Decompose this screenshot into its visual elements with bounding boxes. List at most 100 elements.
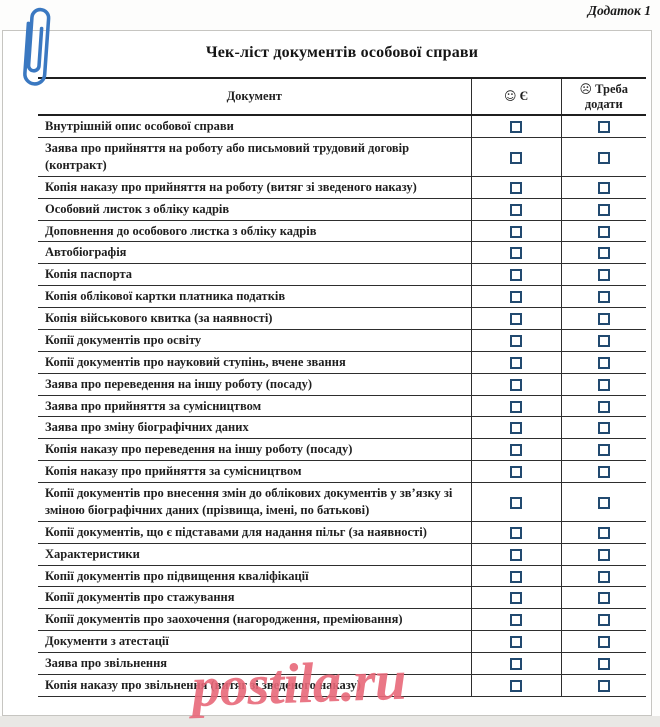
have-checkbox[interactable] bbox=[510, 422, 522, 435]
have-checkbox[interactable] bbox=[510, 548, 522, 561]
have-checkbox[interactable] bbox=[510, 444, 522, 457]
need-checkbox[interactable] bbox=[597, 269, 610, 282]
need-checkbox[interactable] bbox=[597, 422, 610, 435]
document-name: Копія паспорта bbox=[38, 263, 472, 287]
table-row: Заява про звільнення bbox=[38, 652, 646, 675]
have-checkbox[interactable] bbox=[510, 313, 522, 326]
table-row: Заява про зміну біографічних даних bbox=[38, 416, 646, 440]
need-checkbox[interactable] bbox=[597, 636, 610, 649]
need-checkbox[interactable] bbox=[597, 526, 610, 539]
have-checkbox[interactable] bbox=[510, 636, 522, 649]
document-name: Копії документів про стажування bbox=[38, 586, 472, 610]
column-header-need-label: Треба додати bbox=[584, 82, 628, 111]
document-name: Заява про звільнення bbox=[38, 652, 472, 675]
have-checkbox[interactable] bbox=[510, 151, 522, 164]
page-bottom-strip bbox=[0, 716, 660, 727]
need-checkbox[interactable] bbox=[597, 225, 610, 238]
document-name: Заява про прийняття на роботу або письмо… bbox=[38, 137, 472, 177]
have-checkbox[interactable] bbox=[510, 121, 522, 134]
column-header-need: ☹ Треба додати bbox=[561, 78, 646, 117]
table-row: Заява про прийняття на роботу або письмо… bbox=[38, 137, 646, 177]
document-name: Копії документів про освіту bbox=[38, 329, 472, 352]
need-checkbox[interactable] bbox=[597, 496, 610, 509]
need-checkbox[interactable] bbox=[597, 548, 610, 561]
need-checkbox[interactable] bbox=[597, 356, 610, 369]
have-checkbox[interactable] bbox=[510, 496, 522, 509]
have-checkbox[interactable] bbox=[510, 269, 522, 282]
checklist-table: Документ ☺ Є ☹ Треба додати Внутрішній о… bbox=[38, 77, 646, 697]
need-checkbox[interactable] bbox=[597, 592, 610, 605]
table-row: Документи з атестації bbox=[38, 630, 646, 654]
have-checkbox[interactable] bbox=[510, 679, 522, 692]
need-checkbox[interactable] bbox=[597, 679, 610, 692]
table-row: Копія наказу про прийняття на роботу (ви… bbox=[38, 176, 646, 199]
document-sheet: Чек-ліст документів особової справи Доку… bbox=[2, 30, 652, 716]
need-checkbox[interactable] bbox=[597, 151, 610, 164]
document-name: Копія облікової картки платника податків bbox=[38, 285, 472, 309]
have-checkbox[interactable] bbox=[510, 291, 522, 304]
table-row: Копія наказу про прийняття за сумісництв… bbox=[38, 460, 646, 484]
table-row: Характеристики bbox=[38, 543, 646, 566]
have-checkbox[interactable] bbox=[510, 592, 522, 605]
table-row: Копії документів про заохочення (нагород… bbox=[38, 608, 646, 632]
document-name: Копії документів про науковий ступінь, в… bbox=[38, 351, 472, 374]
need-checkbox[interactable] bbox=[597, 614, 610, 627]
smiley-face-icon: ☺ bbox=[503, 89, 517, 104]
need-checkbox[interactable] bbox=[597, 466, 610, 479]
column-header-document: Документ bbox=[38, 78, 472, 117]
table-row: Доповнення до особового листка з обліку … bbox=[38, 220, 646, 243]
table-row: Копії документів про науковий ступінь, в… bbox=[38, 351, 646, 374]
document-name: Доповнення до особового листка з обліку … bbox=[38, 220, 472, 243]
table-row: Копія військового квитка (за наявності) bbox=[38, 307, 646, 330]
document-name: Копія військового квитка (за наявності) bbox=[38, 307, 472, 330]
need-checkbox[interactable] bbox=[597, 378, 610, 391]
header-row: Документ ☺ Є ☹ Треба додати bbox=[38, 78, 646, 117]
have-checkbox[interactable] bbox=[510, 334, 522, 347]
need-checkbox[interactable] bbox=[597, 570, 610, 583]
document-name: Внутрішній опис особової справи bbox=[38, 115, 472, 139]
document-name: Заява про прийняття за сумісництвом bbox=[38, 395, 472, 418]
have-checkbox[interactable] bbox=[510, 614, 522, 627]
document-name: Копія наказу про переведення на іншу роб… bbox=[38, 438, 472, 462]
document-name: Копія наказу про прийняття на роботу (ви… bbox=[38, 176, 472, 199]
need-checkbox[interactable] bbox=[597, 247, 610, 260]
have-checkbox[interactable] bbox=[510, 570, 522, 583]
table-row: Копії документів про внесення змін до об… bbox=[38, 482, 646, 522]
document-name: Характеристики bbox=[38, 543, 472, 566]
need-checkbox[interactable] bbox=[597, 658, 610, 671]
table-row: Копії документів про стажування bbox=[38, 586, 646, 610]
have-checkbox[interactable] bbox=[510, 203, 522, 216]
need-checkbox[interactable] bbox=[597, 121, 610, 134]
column-header-have: ☺ Є bbox=[471, 78, 562, 117]
have-checkbox[interactable] bbox=[510, 181, 522, 194]
document-name: Автобіографія bbox=[38, 241, 472, 265]
need-checkbox[interactable] bbox=[597, 334, 610, 347]
document-name: Копії документів про підвищення кваліфік… bbox=[38, 565, 472, 588]
need-checkbox[interactable] bbox=[597, 444, 610, 457]
have-checkbox[interactable] bbox=[510, 356, 522, 369]
need-checkbox[interactable] bbox=[597, 313, 610, 326]
checklist-body: Внутрішній опис особової справи Заява про… bbox=[38, 115, 646, 697]
need-checkbox[interactable] bbox=[597, 203, 610, 216]
table-row: Копії документів про підвищення кваліфік… bbox=[38, 565, 646, 588]
table-row: Копія облікової картки платника податків bbox=[38, 285, 646, 309]
document-name: Копії документів про заохочення (нагород… bbox=[38, 608, 472, 632]
frowning-face-icon: ☹ bbox=[579, 82, 592, 96]
table-row: Копії документів, що є підставами для на… bbox=[38, 521, 646, 544]
need-checkbox[interactable] bbox=[597, 181, 610, 194]
table-row: Внутрішній опис особової справи bbox=[38, 115, 646, 139]
have-checkbox[interactable] bbox=[510, 378, 522, 391]
document-name: Документи з атестації bbox=[38, 630, 472, 654]
have-checkbox[interactable] bbox=[510, 526, 522, 539]
document-name: Заява про зміну біографічних даних bbox=[38, 416, 472, 440]
have-checkbox[interactable] bbox=[510, 658, 522, 671]
table-row: Копія наказу про звільнення (витяг зі зв… bbox=[38, 674, 646, 697]
have-checkbox[interactable] bbox=[510, 225, 522, 238]
have-checkbox[interactable] bbox=[510, 400, 522, 413]
need-checkbox[interactable] bbox=[597, 291, 610, 304]
need-checkbox[interactable] bbox=[597, 400, 610, 413]
have-checkbox[interactable] bbox=[510, 466, 522, 479]
have-checkbox[interactable] bbox=[510, 247, 522, 260]
document-name: Особовий листок з обліку кадрів bbox=[38, 198, 472, 221]
appendix-label: Додаток 1 bbox=[587, 3, 651, 18]
